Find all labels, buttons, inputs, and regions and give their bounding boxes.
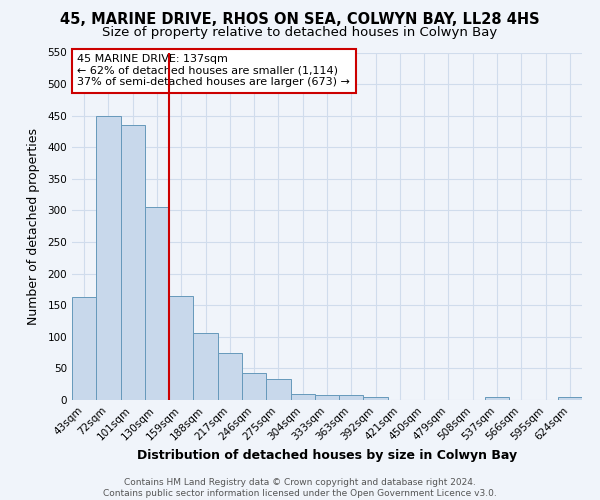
Bar	[364, 397, 388, 400]
Bar	[290, 394, 315, 400]
Text: Size of property relative to detached houses in Colwyn Bay: Size of property relative to detached ho…	[103, 26, 497, 39]
Bar	[96, 116, 121, 400]
Bar	[315, 395, 339, 400]
Text: 45 MARINE DRIVE: 137sqm
← 62% of detached houses are smaller (1,114)
37% of semi: 45 MARINE DRIVE: 137sqm ← 62% of detache…	[77, 54, 350, 88]
Bar	[242, 374, 266, 400]
Bar	[169, 296, 193, 400]
Bar	[121, 125, 145, 400]
Bar	[72, 297, 96, 400]
Text: Contains HM Land Registry data © Crown copyright and database right 2024.
Contai: Contains HM Land Registry data © Crown c…	[103, 478, 497, 498]
Bar	[145, 208, 169, 400]
Text: 45, MARINE DRIVE, RHOS ON SEA, COLWYN BAY, LL28 4HS: 45, MARINE DRIVE, RHOS ON SEA, COLWYN BA…	[60, 12, 540, 28]
Y-axis label: Number of detached properties: Number of detached properties	[28, 128, 40, 325]
X-axis label: Distribution of detached houses by size in Colwyn Bay: Distribution of detached houses by size …	[137, 448, 517, 462]
Bar	[266, 379, 290, 400]
Bar	[558, 397, 582, 400]
Bar	[485, 397, 509, 400]
Bar	[193, 333, 218, 400]
Bar	[218, 353, 242, 400]
Bar	[339, 395, 364, 400]
